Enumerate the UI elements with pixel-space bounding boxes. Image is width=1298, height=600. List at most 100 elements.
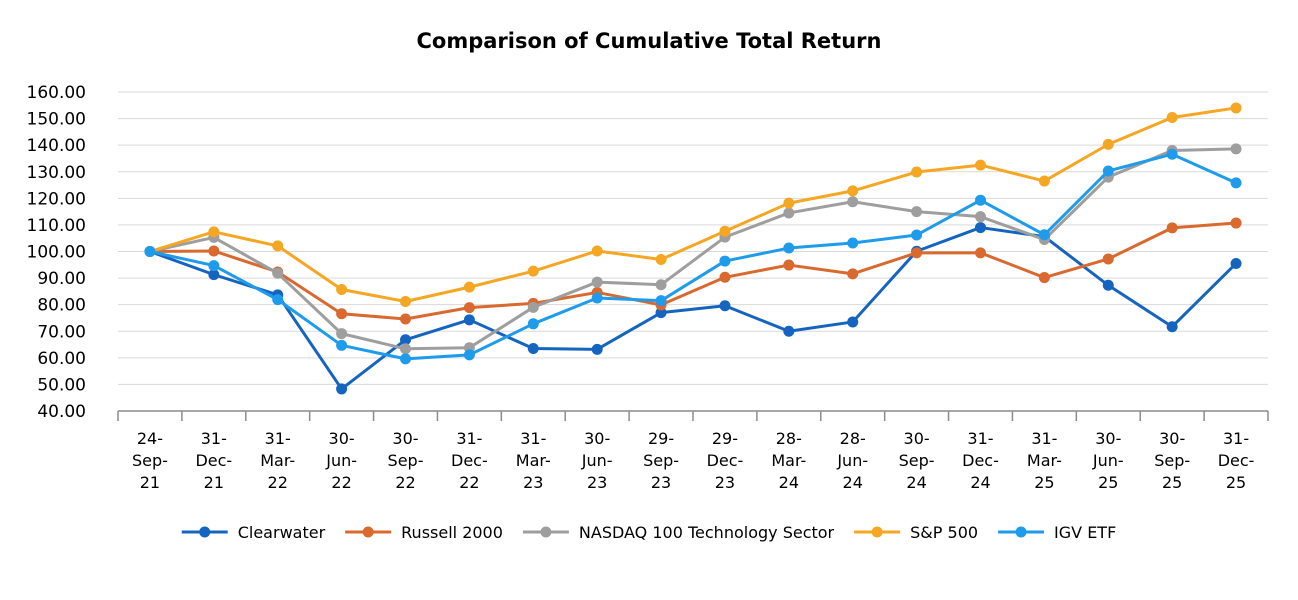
data-point [1166,222,1178,234]
data-point [719,255,731,267]
data-point [208,269,220,281]
legend-item: Russell 2000 [345,523,503,542]
x-tick-label-line: Sep- [132,451,168,470]
legend-swatch-marker [1015,526,1027,538]
data-point [336,339,348,351]
data-point [272,267,284,279]
data-point [527,265,539,277]
y-tick-label: 70.00 [37,322,86,342]
x-tick-label-line: 24 [843,473,863,492]
x-tick-label-line: 24 [906,473,926,492]
series-line [149,106,1237,303]
data-point [655,295,667,307]
x-tick-label-line: Jun- [1092,451,1124,470]
data-point [463,349,475,361]
plot-series [144,102,1242,395]
data-point [783,207,795,219]
y-tick-label: 160.00 [27,83,86,103]
legend-item: Clearwater [181,523,326,542]
data-point [527,343,539,355]
series-line [149,147,1237,351]
x-tick-label-line: 30- [904,429,930,448]
data-point [655,253,667,265]
chart-title: Comparison of Cumulative Total Return [417,29,882,53]
x-tick-label-line: 21 [140,473,160,492]
y-tick-label: 110.00 [27,216,86,236]
data-point [1102,165,1114,177]
x-tick-label-line: 22 [395,473,415,492]
data-point [719,225,731,237]
data-point [1038,229,1050,241]
y-tick-label: 150.00 [27,110,86,130]
data-point [208,226,220,238]
x-tick-label-line: Sep- [1154,451,1190,470]
x-tick-label-line: Jun- [836,451,868,470]
data-point [911,166,923,178]
data-point [1230,102,1242,114]
x-axis: 24- Sep- 21 31- Dec- 21 31- Mar- 22 30- Jun- 22 30- S… [117,410,1269,492]
data-point [527,318,539,330]
data-point [1102,279,1114,291]
data-point [1230,177,1242,189]
x-tick-label-line: 23 [523,473,543,492]
data-point [400,353,411,365]
data-point [847,196,859,208]
data-point [400,334,411,346]
y-tick-label: 120.00 [27,189,86,209]
x-tick-label: 31- Mar- 25 [1027,429,1062,492]
data-point [1038,272,1050,284]
x-tick-label-line: 28- [776,429,802,448]
data-point [847,268,859,280]
y-tick-label: 40.00 [37,402,86,422]
x-tick-label-line: 31- [1223,429,1249,448]
data-point [400,343,411,355]
legend-label: Russell 2000 [401,523,503,542]
x-tick-label: 28- Jun- 24 [836,429,868,492]
data-point [1230,143,1242,155]
x-tick-label-line: Jun- [581,451,613,470]
x-tick-label: 29- Dec- 23 [707,429,744,492]
x-tick-label-line: 24- [137,429,163,448]
x-tick-label-line: 25 [1226,473,1246,492]
x-tick-label-line: 29- [648,429,674,448]
y-tick-label: 130.00 [27,163,86,183]
data-point [719,271,731,283]
x-tick-label: 30- Sep- 22 [388,429,424,492]
x-tick-label-line: Dec- [707,451,744,470]
x-tick-label: 31- Mar- 22 [260,429,295,492]
y-tick-label: 100.00 [27,243,86,263]
x-tick-label: 30- Sep- 25 [1154,429,1190,492]
data-point [1166,112,1178,124]
data-point [911,229,923,241]
data-point [1230,257,1242,269]
legend-item: S&P 500 [854,523,978,542]
x-tick-label-line: 31- [201,429,227,448]
series-s-p-500 [144,102,1242,307]
legend-label: NASDAQ 100 Technology Sector [579,523,835,542]
x-tick-label-line: Dec- [962,451,999,470]
x-tick-label: 30- Jun- 22 [325,429,357,492]
data-point [400,313,411,325]
data-point [783,242,795,254]
x-tick-label-line: Sep- [388,451,424,470]
data-point [975,159,986,171]
data-point [847,237,859,249]
data-point [336,308,348,320]
series-line [149,221,1237,321]
data-point [1166,321,1178,333]
data-point [463,314,475,326]
x-tick-label-line: Mar- [771,451,806,470]
data-point [847,185,859,197]
data-point [463,281,475,293]
x-tick-label: 30- Jun- 23 [581,429,613,492]
legend-item: IGV ETF [998,523,1116,542]
x-tick-label-line: 29- [712,429,738,448]
data-point [1038,175,1050,187]
data-point [144,246,156,257]
x-tick-label-line: 31- [967,429,993,448]
data-point [1102,253,1114,265]
x-tick-label-line: Jun- [325,451,357,470]
x-tick-label-line: Mar- [1027,451,1062,470]
x-tick-label-line: Dec- [1218,451,1255,470]
